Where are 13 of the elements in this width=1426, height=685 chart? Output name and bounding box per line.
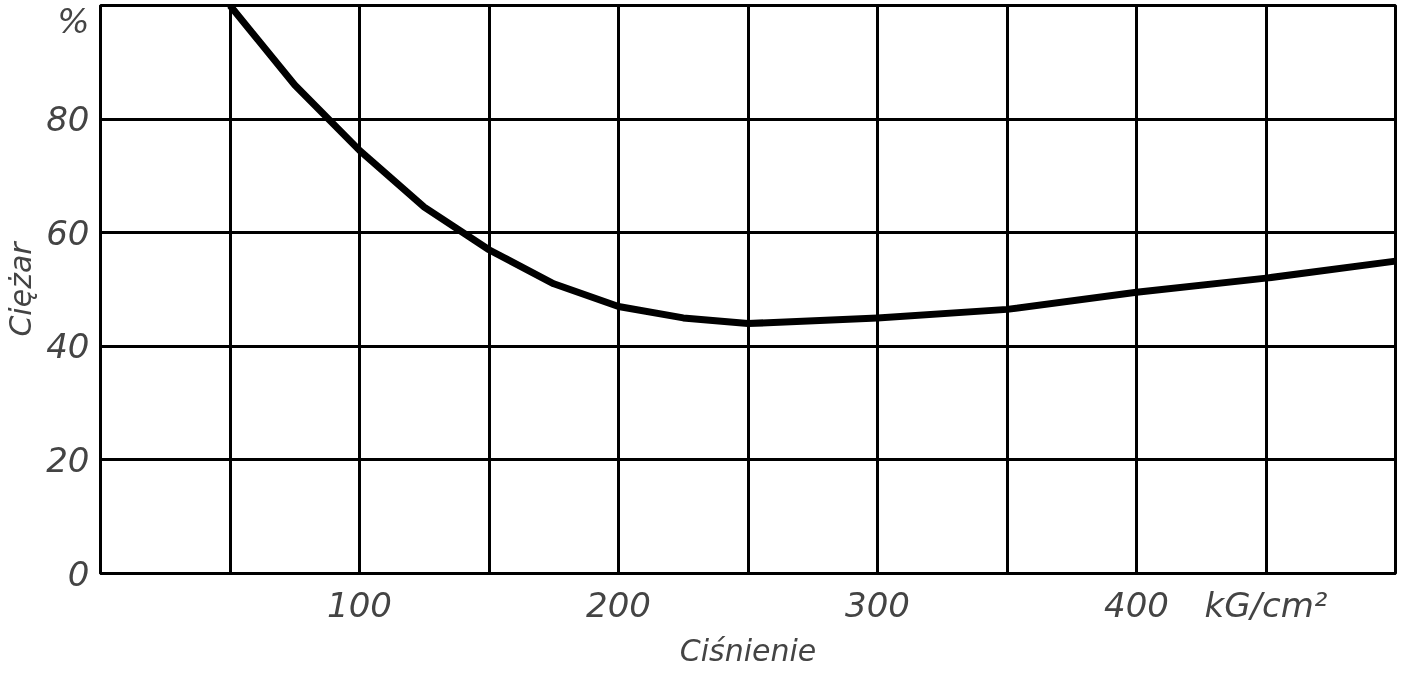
y-tick-label: 40	[46, 326, 90, 367]
x-tick-label: 300	[845, 584, 910, 625]
x-tick-label: 100	[327, 584, 392, 625]
y-axis-title: Ciężar	[3, 240, 39, 337]
y-tick-label: %	[57, 0, 90, 41]
y-tick-label: 0	[67, 553, 90, 594]
y-tick-label: 80	[46, 99, 90, 140]
x-tick-label: 400	[1104, 584, 1169, 625]
y-tick-label: 60	[46, 212, 90, 253]
x-tick-label: 200	[586, 584, 651, 625]
y-tick-label: 20	[46, 439, 90, 480]
x-axis-title: Ciśnienie	[679, 632, 817, 668]
x-tick-label: kG/cm²	[1204, 584, 1328, 625]
